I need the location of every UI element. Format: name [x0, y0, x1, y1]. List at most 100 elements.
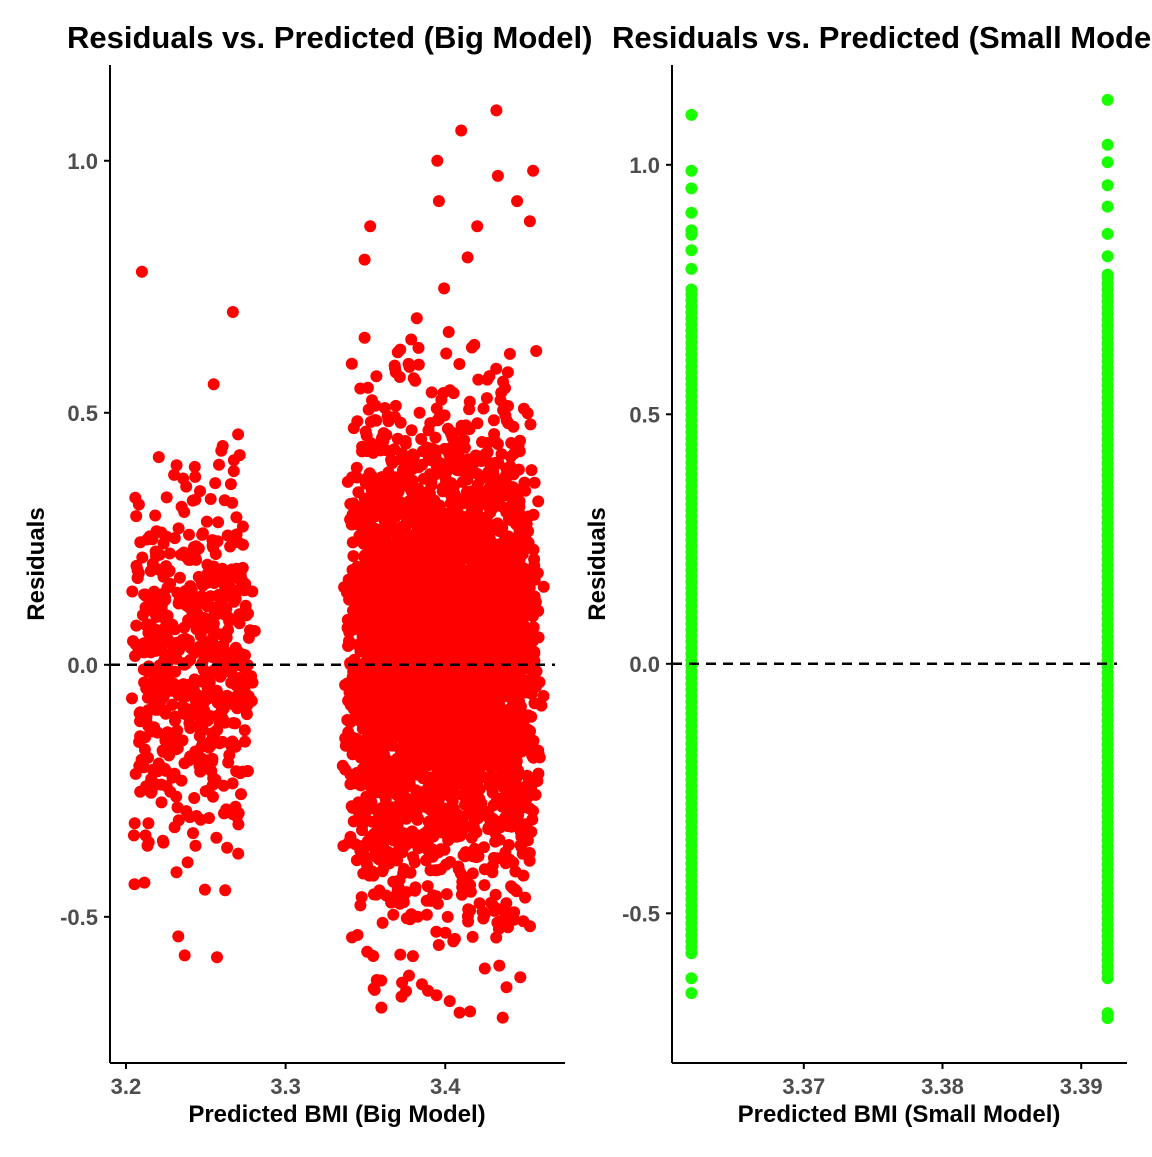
residual-point — [366, 865, 379, 878]
y-tick-label: 1.0 — [67, 149, 98, 174]
residual-point — [377, 427, 390, 440]
residual-point — [453, 649, 466, 662]
residual-point — [394, 343, 407, 356]
residual-point — [145, 772, 158, 785]
residual-point — [513, 445, 526, 458]
residual-point — [168, 821, 181, 834]
residual-point — [171, 742, 184, 755]
residual-point — [360, 776, 373, 789]
residual-point — [202, 754, 215, 767]
residual-point — [492, 565, 505, 578]
residual-point — [443, 579, 456, 592]
residual-point — [478, 962, 491, 975]
residual-point — [200, 621, 213, 634]
residual-point — [190, 810, 203, 822]
residual-point — [166, 698, 179, 711]
residual-point — [440, 347, 453, 360]
residual-point — [374, 474, 387, 487]
residual-point — [351, 575, 364, 588]
residual-point — [447, 387, 460, 400]
residual-point — [685, 108, 698, 121]
residual-point — [446, 426, 459, 439]
residual-point — [417, 472, 430, 485]
residual-point — [486, 899, 499, 912]
residual-point — [486, 866, 499, 879]
residual-point — [389, 399, 402, 412]
residual-point — [418, 714, 431, 727]
residual-point — [462, 453, 475, 466]
residual-point — [473, 783, 486, 795]
residual-point — [188, 646, 201, 659]
residual-point — [437, 620, 449, 633]
residual-point — [385, 515, 397, 528]
residual-point — [412, 578, 425, 591]
residual-point — [519, 891, 532, 904]
residual-point — [138, 743, 151, 756]
residual-point — [475, 536, 488, 549]
residual-point — [375, 1001, 388, 1014]
residual-point — [378, 524, 391, 537]
residual-point — [202, 709, 215, 722]
residual-point — [242, 690, 255, 703]
residual-point — [425, 637, 437, 650]
residual-point — [478, 879, 491, 892]
residual-point — [362, 403, 375, 416]
residual-point — [443, 995, 456, 1008]
residual-point — [178, 757, 191, 770]
residual-point — [396, 846, 409, 859]
residual-point — [385, 453, 398, 466]
residual-point — [528, 559, 541, 572]
residual-point — [1101, 1012, 1114, 1025]
residual-point — [358, 551, 371, 564]
residual-point — [526, 666, 539, 679]
residual-point — [350, 461, 363, 474]
residual-point — [490, 688, 503, 701]
residual-point — [456, 718, 469, 731]
residual-point — [484, 632, 496, 645]
residual-point — [347, 670, 360, 683]
residual-point — [138, 646, 151, 659]
residual-point — [482, 747, 495, 760]
residual-point — [497, 375, 510, 388]
residual-point — [531, 775, 544, 787]
residual-point — [404, 693, 417, 706]
residual-point — [528, 645, 541, 658]
residual-point — [361, 498, 374, 511]
residual-point — [401, 643, 414, 656]
x-axis-title-small: Predicted BMI (Small Model) — [738, 1101, 1061, 1128]
residual-point — [685, 244, 698, 257]
residual-point — [478, 605, 491, 618]
residual-point — [188, 541, 200, 554]
chart-title-small: Residuals vs. Predicted (Small Model) — [612, 20, 1152, 55]
residual-point — [184, 580, 197, 593]
y-tick-label: 0.5 — [67, 401, 98, 426]
residual-point — [343, 693, 356, 706]
residual-point — [412, 341, 425, 354]
residual-point — [170, 459, 183, 472]
residual-point — [226, 306, 239, 318]
residual-point — [397, 891, 410, 904]
residual-point — [491, 538, 504, 551]
residual-point — [403, 969, 415, 982]
residual-point — [403, 482, 416, 495]
residual-point — [387, 485, 400, 498]
y-tick-label: 0.0 — [67, 653, 98, 678]
residual-point — [481, 446, 494, 459]
residual-point — [173, 571, 186, 584]
residual-point — [224, 540, 237, 553]
residual-point — [425, 442, 438, 455]
residual-point — [202, 687, 215, 700]
residual-point — [140, 619, 153, 632]
residual-point — [161, 632, 174, 645]
residual-point — [388, 359, 401, 372]
residual-point — [685, 972, 698, 985]
residual-point — [419, 486, 431, 499]
residual-point — [226, 777, 239, 790]
residual-point — [455, 751, 468, 764]
residual-point — [239, 599, 252, 612]
residual-point — [127, 829, 140, 842]
residual-point — [500, 981, 513, 994]
residual-point — [493, 586, 506, 599]
residual-point — [447, 615, 459, 628]
x-tick-label: 3.37 — [782, 1074, 825, 1099]
